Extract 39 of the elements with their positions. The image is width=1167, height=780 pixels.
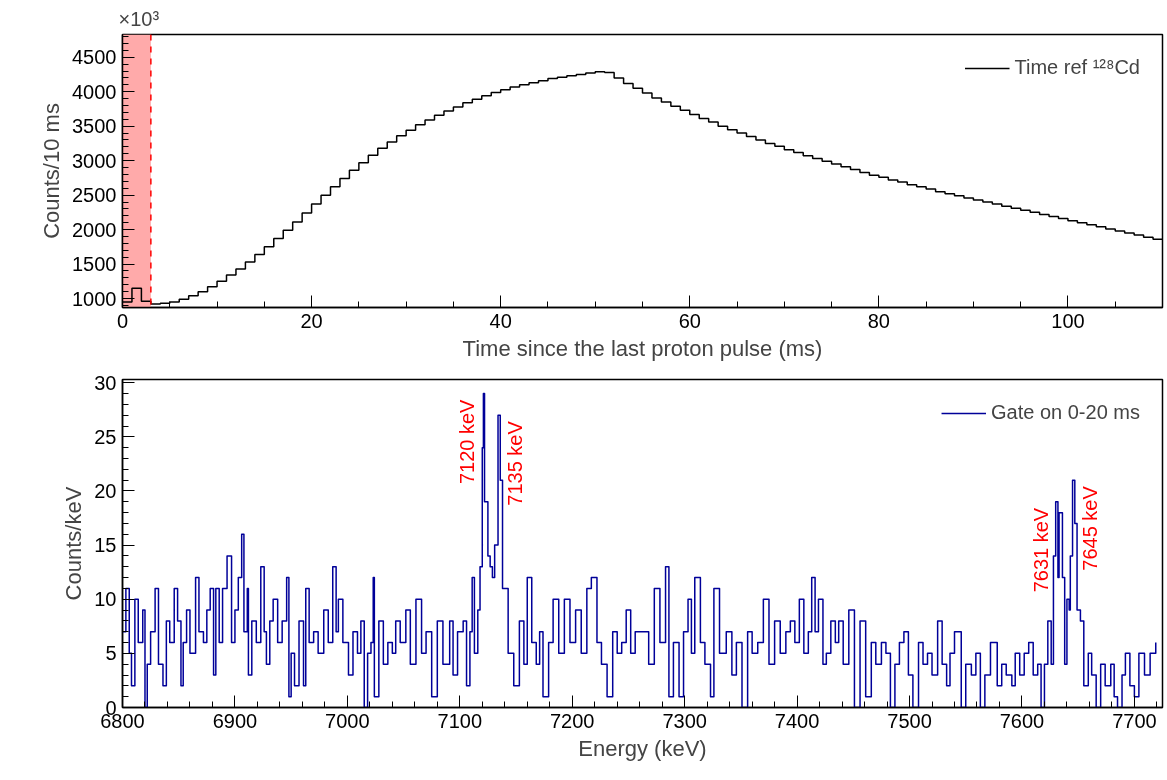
y-tick-label: 15 xyxy=(94,534,117,557)
x-tick-label: 7200 xyxy=(549,709,595,732)
annotation: 7135 keV xyxy=(504,420,527,506)
y-tick-label: 5 xyxy=(105,642,117,665)
y-tick-label: 2000 xyxy=(72,218,117,241)
text: ×10³ xyxy=(118,7,160,30)
legend-label: Gate on 0-20 ms xyxy=(991,401,1140,424)
x-axis-title: Time since the last proton pulse (ms) xyxy=(462,335,823,361)
y-tick-label: 25 xyxy=(94,425,117,448)
annotation: 7631 keV xyxy=(1029,507,1052,593)
x-tick-label: 40 xyxy=(489,309,512,332)
y-tick-label: 4500 xyxy=(72,46,117,69)
y-tick-label: 3500 xyxy=(72,115,117,138)
y-tick-label: 1500 xyxy=(72,253,117,276)
x-tick-label: 7000 xyxy=(325,709,370,732)
x-tick-label: 6900 xyxy=(212,709,258,732)
y-tick-label: 4000 xyxy=(72,80,117,103)
y-tick-label: 10 xyxy=(94,588,117,611)
annotation: 7120 keV xyxy=(456,398,479,485)
x-tick-label: 7600 xyxy=(999,709,1045,732)
y-axis-title: Counts/10 ms xyxy=(39,103,65,239)
y-tick-label: 20 xyxy=(94,480,117,502)
x-tick-label: 7500 xyxy=(887,709,932,732)
x-tick-label: 7700 xyxy=(1112,709,1157,732)
legend-label: Time ref ¹²⁸Cd xyxy=(1014,56,1140,79)
y-axis-title: Counts/keV xyxy=(61,486,87,601)
x-tick-label: 60 xyxy=(678,309,701,332)
x-tick-label: 7100 xyxy=(437,709,483,732)
x-axis-title: Energy (keV) xyxy=(578,735,707,761)
x-tick-label: 7300 xyxy=(662,709,707,732)
x-tick-label: 80 xyxy=(867,309,890,332)
annotation: 7645 keV xyxy=(1078,485,1101,571)
x-tick-label: 20 xyxy=(300,309,323,332)
x-tick-label: 7400 xyxy=(774,709,820,732)
y-tick-label: 2500 xyxy=(72,184,117,207)
y-tick-label: 3000 xyxy=(72,149,117,172)
y-tick-label: 30 xyxy=(94,371,117,394)
x-tick-label: 100 xyxy=(1051,309,1085,332)
y-tick-label: 1000 xyxy=(72,287,117,310)
